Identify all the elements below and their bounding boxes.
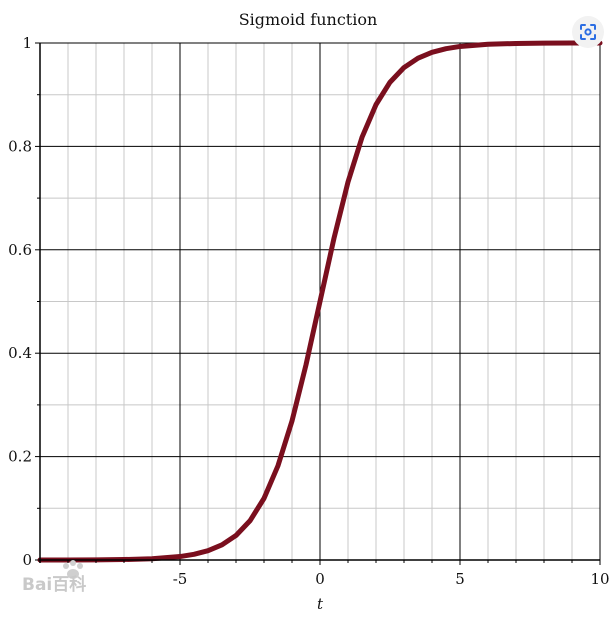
data-point bbox=[542, 41, 546, 46]
data-point bbox=[486, 42, 490, 47]
watermark: Bai百科 bbox=[22, 560, 86, 595]
data-point bbox=[570, 41, 574, 46]
data-point bbox=[220, 542, 224, 547]
baidu-paw-icon bbox=[63, 560, 83, 579]
image-search-icon bbox=[580, 24, 596, 40]
x-tick-label: 5 bbox=[455, 570, 465, 588]
y-tick-label: 1 bbox=[22, 34, 32, 52]
chart-title: Sigmoid function bbox=[239, 10, 378, 29]
data-point bbox=[234, 533, 238, 538]
image-search-button[interactable] bbox=[572, 16, 604, 48]
x-tick-label: 10 bbox=[590, 570, 609, 588]
x-axis-label: t bbox=[317, 595, 324, 613]
x-tick-label: -5 bbox=[173, 570, 188, 588]
data-point bbox=[290, 418, 294, 423]
y-tick-label: 0.8 bbox=[8, 137, 32, 155]
data-point bbox=[374, 102, 378, 107]
y-tick-label: 0.4 bbox=[8, 344, 32, 362]
data-point bbox=[332, 236, 336, 241]
data-point bbox=[178, 554, 182, 559]
data-point bbox=[248, 518, 252, 523]
data-point bbox=[388, 80, 392, 85]
data-point bbox=[346, 180, 350, 185]
data-point bbox=[416, 56, 420, 61]
data-point bbox=[444, 46, 448, 51]
data-point bbox=[458, 44, 462, 49]
data-point bbox=[402, 65, 406, 70]
data-point bbox=[304, 362, 308, 367]
x-tick-label: 0 bbox=[315, 570, 325, 588]
data-point bbox=[360, 135, 364, 140]
data-point bbox=[206, 548, 210, 553]
text-layer: Sigmoid function t bbox=[239, 10, 378, 613]
y-tick-label: 0 bbox=[22, 551, 32, 569]
data-point bbox=[192, 552, 196, 557]
data-point bbox=[262, 496, 266, 501]
y-tick-label: 0.2 bbox=[8, 448, 32, 466]
grid-layer bbox=[39, 42, 601, 561]
data-point bbox=[514, 41, 518, 46]
y-tick-label: 0.6 bbox=[8, 241, 32, 259]
watermark-text: Bai百科 bbox=[22, 574, 86, 595]
data-point bbox=[430, 50, 434, 55]
data-point bbox=[318, 299, 322, 304]
ticks-layer: 0 0.2 0.4 0.6 0.8 1 -5 0 5 10 bbox=[8, 34, 609, 588]
data-point bbox=[276, 463, 280, 468]
